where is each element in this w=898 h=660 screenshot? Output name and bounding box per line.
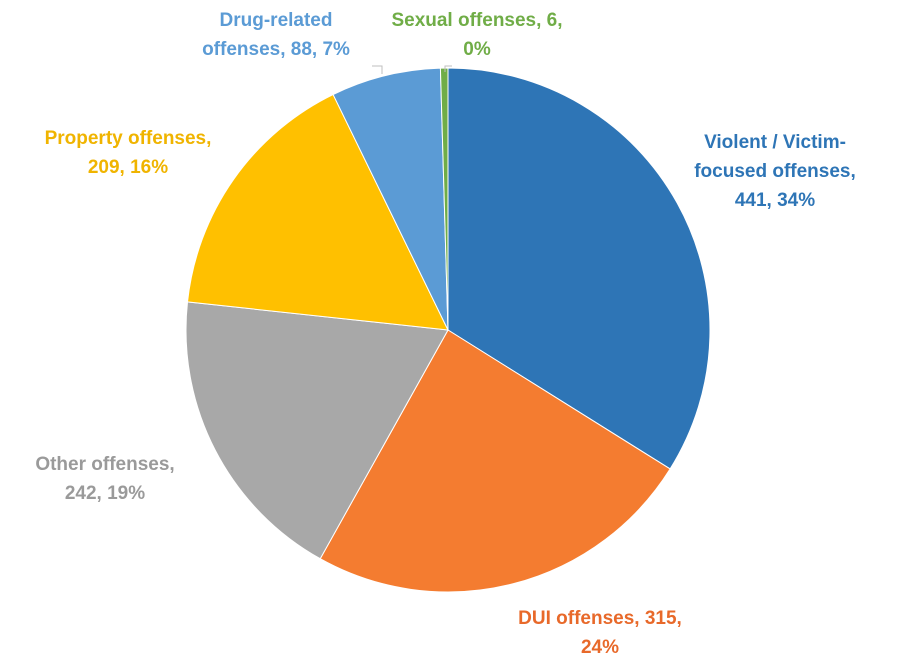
pie-slice-violent-victim-focused-offenses (447, 67, 711, 470)
slice-label-line: Sexual offenses, 6, (391, 10, 562, 31)
slice-label-line: focused offenses, (694, 161, 856, 182)
slice-label: Drug-related offenses, 88, 7% (202, 10, 350, 60)
slice-label-line: Other offenses, (35, 454, 174, 475)
pie-slices (185, 67, 711, 593)
pie-slice-other-offenses (185, 301, 449, 560)
slice-label: Property offenses, 209, 16% (45, 128, 212, 178)
pie-slice-sexual-offenses (439, 67, 449, 331)
slice-label-line: 242, 19% (65, 483, 145, 504)
slice-label-line: 441, 34% (735, 190, 815, 211)
pie-slice-property-offenses (186, 93, 449, 331)
slice-label-line: Violent / Victim- (704, 132, 846, 153)
slice-label-line: 0% (463, 39, 491, 60)
slice-label: DUI offenses, 315, 24% (518, 608, 682, 658)
slice-label-line: 24% (581, 637, 619, 658)
slice-label-line: 209, 16% (88, 157, 168, 178)
slice-label-line: Drug-related (220, 10, 333, 31)
leader-lines (372, 65, 452, 74)
leader-line (444, 65, 452, 72)
pie-slice-drug-related-offenses (332, 67, 449, 331)
slice-label: Violent / Victim-focused offenses, 441, 3… (694, 132, 856, 211)
leader-line (372, 65, 383, 74)
slice-label: Sexual offenses, 6, 0% (391, 10, 562, 60)
slice-labels: Violent / Victim-focused offenses, 441, 3… (35, 10, 855, 658)
pie-slice-dui-offenses (319, 329, 671, 593)
slice-label-line: Property offenses, (45, 128, 212, 149)
slice-label-line: offenses, 88, 7% (202, 39, 350, 60)
slice-label-line: DUI offenses, 315, (518, 608, 682, 629)
slice-label: Other offenses, 242, 19% (35, 454, 174, 504)
